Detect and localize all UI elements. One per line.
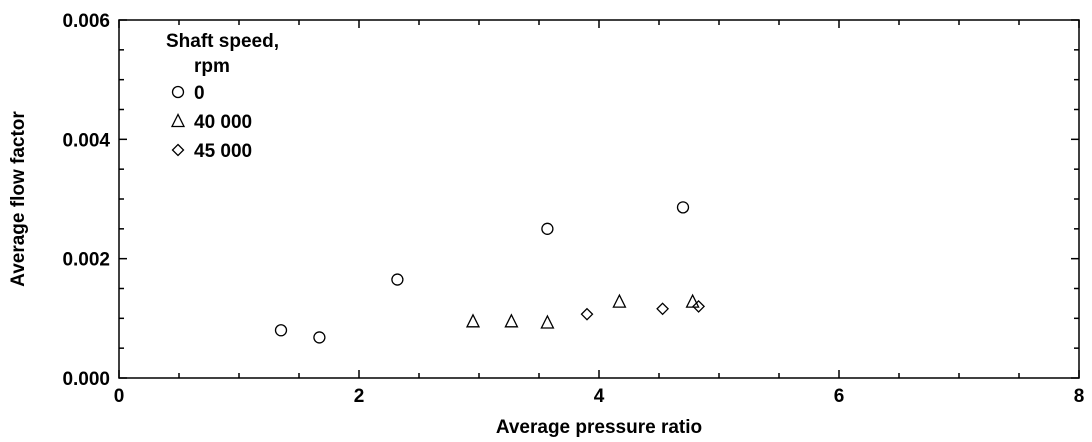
- circle-point: [391, 273, 404, 286]
- y-tick-label: 0.000: [62, 369, 110, 390]
- legend-diamond-marker: [171, 143, 185, 157]
- legend-entry-label: 0: [194, 83, 205, 104]
- triangle-point: [504, 313, 519, 328]
- x-tick-label: 8: [1074, 386, 1085, 407]
- legend-entry-label: 45 000: [194, 141, 252, 162]
- legend-title-line2: rpm: [194, 56, 230, 77]
- circle-point: [313, 331, 326, 344]
- x-axis-title: Average pressure ratio: [496, 417, 702, 438]
- diamond-point: [580, 307, 594, 321]
- diamond-point: [656, 302, 670, 316]
- circle-point: [274, 324, 288, 337]
- legend: Shaft speed, rpm 0 40 000 45 000: [166, 31, 279, 162]
- circle-point: [676, 201, 690, 214]
- legend-title-line1: Shaft speed,: [166, 31, 279, 52]
- y-tick-label: 0.004: [62, 130, 110, 151]
- triangle-point: [612, 293, 627, 308]
- y-tick-label: 0.002: [62, 250, 110, 271]
- y-tick-label: 0.006: [62, 11, 110, 32]
- x-tick-label: 4: [594, 386, 605, 407]
- legend-circle-marker: [171, 85, 185, 99]
- axis-ticks: [118, 19, 1080, 379]
- data-points: [274, 201, 706, 344]
- diamond-point: [692, 299, 706, 313]
- triangle-point: [540, 314, 555, 329]
- plot-frame: [118, 19, 1080, 379]
- x-tick-label: 0: [114, 386, 125, 407]
- legend-entry-label: 40 000: [194, 112, 252, 133]
- triangle-point: [465, 313, 481, 328]
- legend-triangle-marker: [170, 113, 186, 128]
- circle-point: [541, 222, 554, 235]
- triangle-point: [685, 293, 700, 308]
- tick-labels: 0 2 4 6 8 0.000 0.002 0.004 0.006: [62, 11, 1084, 407]
- x-tick-label: 6: [834, 386, 845, 407]
- y-axis-title: Average flow factor: [8, 111, 29, 287]
- x-tick-label: 2: [354, 386, 365, 407]
